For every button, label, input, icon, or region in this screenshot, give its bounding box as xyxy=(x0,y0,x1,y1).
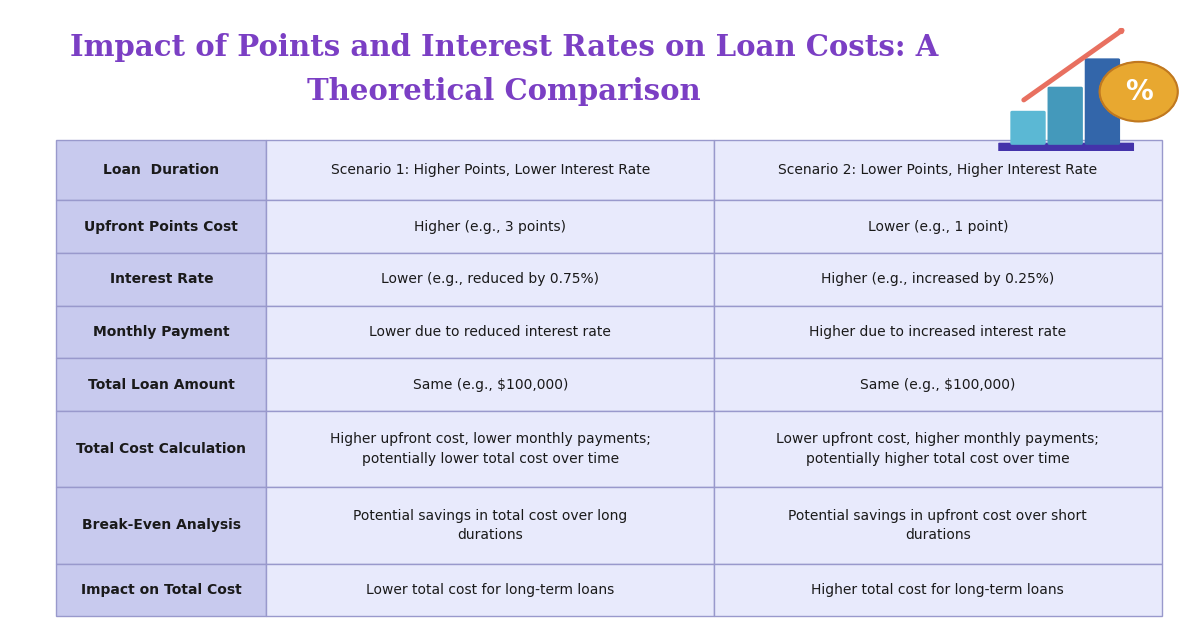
Bar xyxy=(714,140,1162,200)
Bar xyxy=(56,563,266,616)
Bar xyxy=(714,411,1162,487)
Bar xyxy=(714,358,1162,411)
Text: Impact on Total Cost: Impact on Total Cost xyxy=(82,583,241,597)
FancyBboxPatch shape xyxy=(1010,111,1045,145)
Bar xyxy=(266,411,714,487)
Bar xyxy=(266,563,714,616)
Text: Lower (e.g., reduced by 0.75%): Lower (e.g., reduced by 0.75%) xyxy=(382,272,599,286)
Bar xyxy=(714,563,1162,616)
Text: Break-Even Analysis: Break-Even Analysis xyxy=(82,518,241,532)
Text: Total Loan Amount: Total Loan Amount xyxy=(88,377,235,392)
Bar xyxy=(56,140,266,200)
Bar xyxy=(714,253,1162,306)
Text: Lower upfront cost, higher monthly payments;
potentially higher total cost over : Lower upfront cost, higher monthly payme… xyxy=(776,432,1099,466)
Bar xyxy=(714,306,1162,358)
Text: Upfront Points Cost: Upfront Points Cost xyxy=(84,220,239,234)
Bar xyxy=(56,200,266,253)
Text: Impact of Points and Interest Rates on Loan Costs: A: Impact of Points and Interest Rates on L… xyxy=(70,33,938,62)
Text: Theoretical Comparison: Theoretical Comparison xyxy=(307,77,701,106)
Bar xyxy=(266,140,714,200)
Text: Same (e.g., $100,000): Same (e.g., $100,000) xyxy=(413,377,568,392)
Bar xyxy=(266,487,714,563)
FancyBboxPatch shape xyxy=(1048,87,1082,145)
Bar xyxy=(56,306,266,358)
Text: Higher upfront cost, lower monthly payments;
potentially lower total cost over t: Higher upfront cost, lower monthly payme… xyxy=(330,432,650,466)
Bar xyxy=(266,306,714,358)
Text: Loan  Duration: Loan Duration xyxy=(103,163,220,177)
Text: Lower total cost for long-term loans: Lower total cost for long-term loans xyxy=(366,583,614,597)
Bar xyxy=(56,411,266,487)
Text: Higher (e.g., increased by 0.25%): Higher (e.g., increased by 0.25%) xyxy=(821,272,1055,286)
Bar xyxy=(56,358,266,411)
Bar xyxy=(714,487,1162,563)
Text: Lower due to reduced interest rate: Lower due to reduced interest rate xyxy=(370,325,611,339)
Text: Monthly Payment: Monthly Payment xyxy=(94,325,229,339)
Text: Potential savings in total cost over long
durations: Potential savings in total cost over lon… xyxy=(353,508,628,542)
Text: Total Cost Calculation: Total Cost Calculation xyxy=(77,442,246,456)
Bar xyxy=(714,200,1162,253)
Text: Higher due to increased interest rate: Higher due to increased interest rate xyxy=(809,325,1067,339)
Circle shape xyxy=(1099,62,1177,122)
Text: Potential savings in upfront cost over short
durations: Potential savings in upfront cost over s… xyxy=(788,508,1087,542)
Text: Scenario 1: Higher Points, Lower Interest Rate: Scenario 1: Higher Points, Lower Interes… xyxy=(330,163,650,177)
Bar xyxy=(56,253,266,306)
Text: Lower (e.g., 1 point): Lower (e.g., 1 point) xyxy=(868,220,1008,234)
Text: Scenario 2: Lower Points, Higher Interest Rate: Scenario 2: Lower Points, Higher Interes… xyxy=(779,163,1097,177)
Bar xyxy=(266,200,714,253)
Bar xyxy=(56,487,266,563)
Bar xyxy=(266,253,714,306)
Text: Higher (e.g., 3 points): Higher (e.g., 3 points) xyxy=(414,220,566,234)
Text: Interest Rate: Interest Rate xyxy=(109,272,214,286)
Bar xyxy=(266,358,714,411)
FancyBboxPatch shape xyxy=(998,143,1134,152)
Text: Higher total cost for long-term loans: Higher total cost for long-term loans xyxy=(811,583,1064,597)
Text: Same (e.g., $100,000): Same (e.g., $100,000) xyxy=(860,377,1015,392)
FancyBboxPatch shape xyxy=(1085,59,1120,145)
FancyArrowPatch shape xyxy=(1024,30,1122,100)
Text: %: % xyxy=(1124,77,1152,106)
